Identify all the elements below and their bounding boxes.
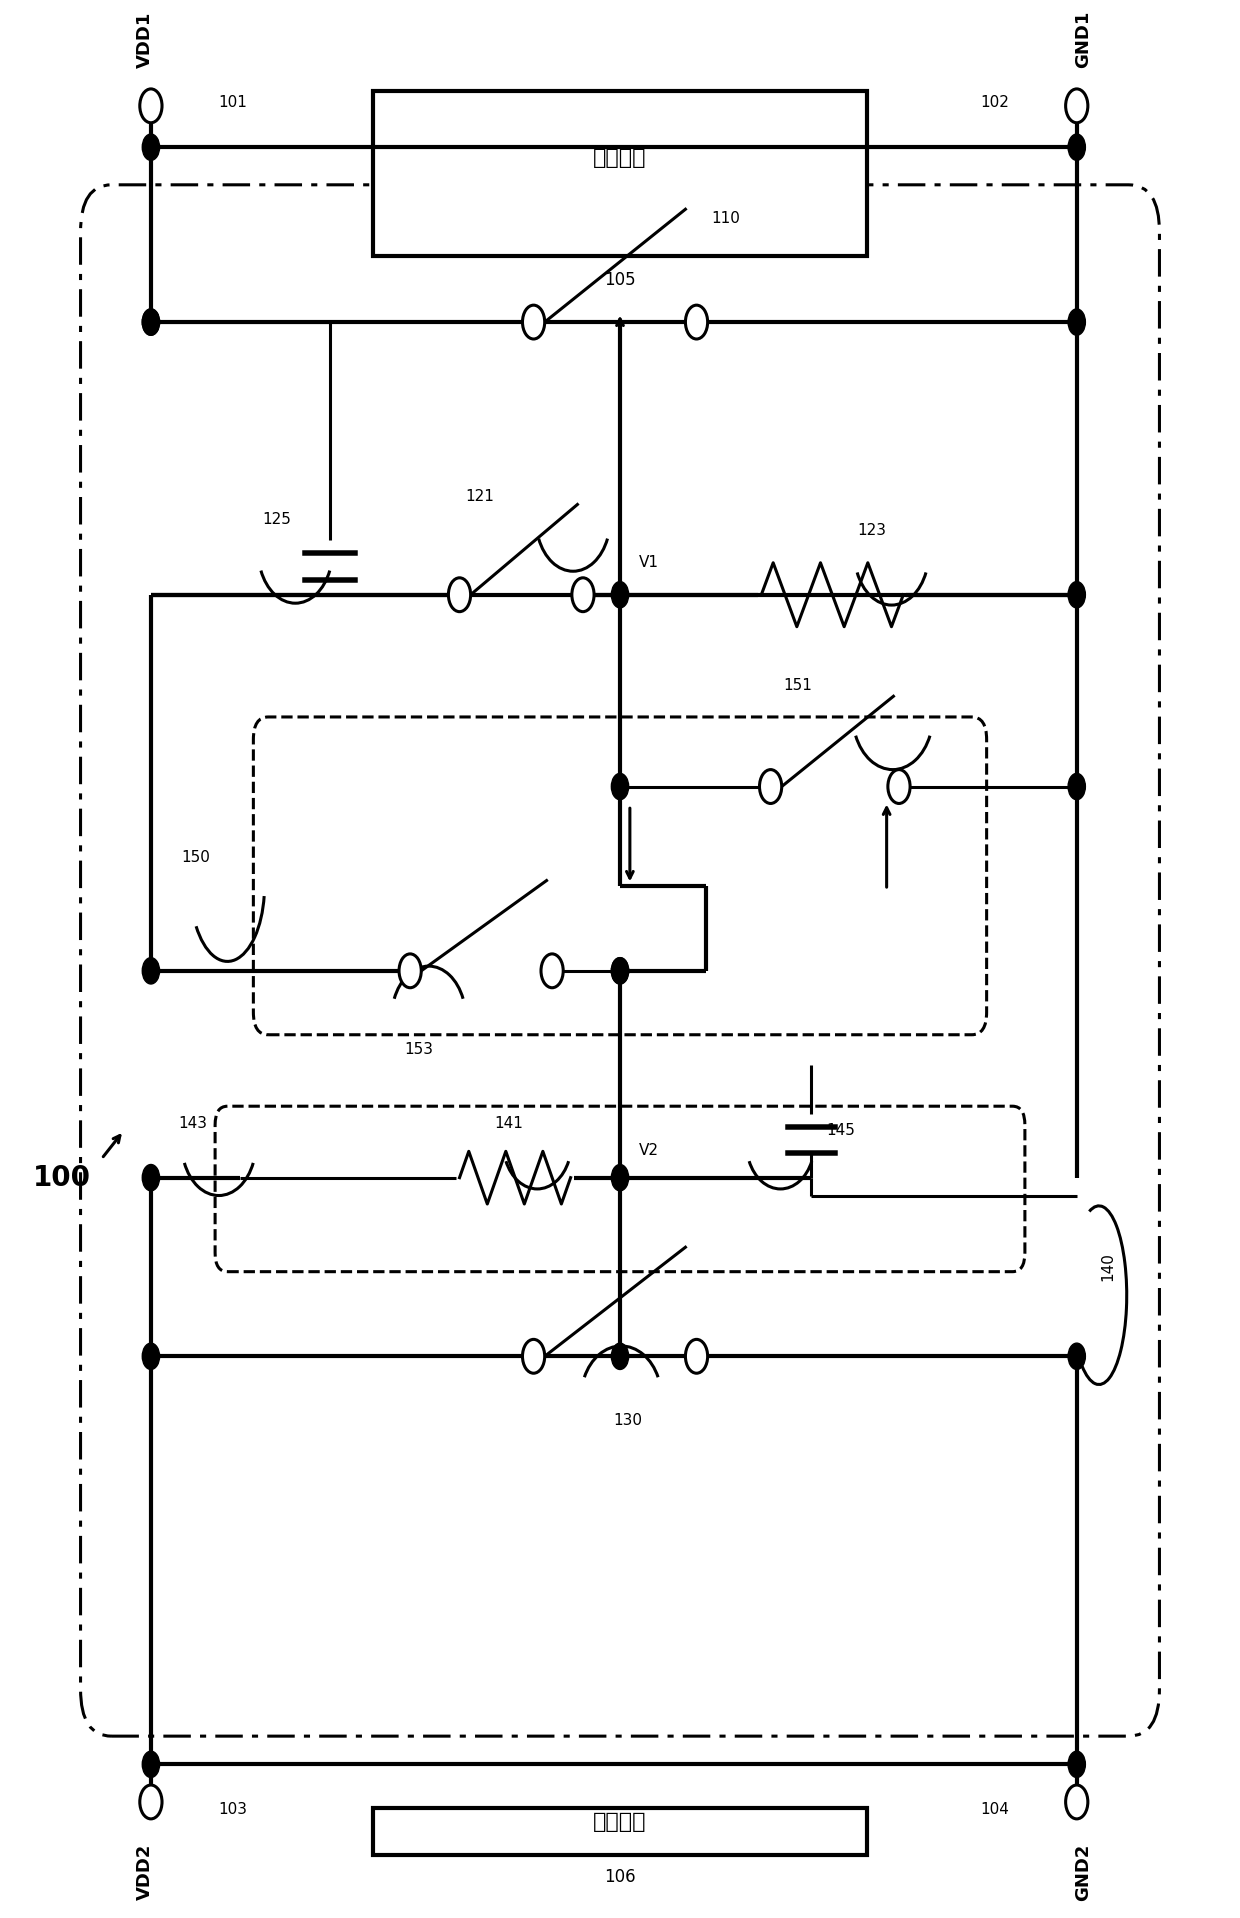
Circle shape xyxy=(1065,88,1087,123)
Circle shape xyxy=(541,953,563,988)
Circle shape xyxy=(1068,773,1085,800)
Circle shape xyxy=(888,769,910,804)
Circle shape xyxy=(1068,1343,1085,1369)
Text: 145: 145 xyxy=(826,1124,856,1137)
Text: VDD1: VDD1 xyxy=(135,12,154,69)
Text: 140: 140 xyxy=(1100,1252,1115,1281)
Circle shape xyxy=(143,957,160,984)
Text: 100: 100 xyxy=(33,1164,91,1191)
Text: 143: 143 xyxy=(179,1116,207,1130)
Text: 110: 110 xyxy=(712,211,740,226)
Circle shape xyxy=(1065,1786,1087,1818)
Circle shape xyxy=(611,1164,629,1191)
Circle shape xyxy=(522,305,544,339)
Circle shape xyxy=(449,577,471,612)
Circle shape xyxy=(1068,1751,1085,1778)
Text: 104: 104 xyxy=(980,1801,1009,1816)
Circle shape xyxy=(611,581,629,608)
Text: 第一电路: 第一电路 xyxy=(593,148,647,169)
Text: V2: V2 xyxy=(639,1143,658,1158)
Circle shape xyxy=(1068,134,1085,161)
Text: 101: 101 xyxy=(218,94,248,109)
Circle shape xyxy=(611,957,629,984)
Circle shape xyxy=(611,773,629,800)
FancyBboxPatch shape xyxy=(373,1807,867,1855)
Text: V1: V1 xyxy=(639,554,658,570)
Circle shape xyxy=(143,1343,160,1369)
Circle shape xyxy=(572,577,594,612)
Text: VDD2: VDD2 xyxy=(135,1843,154,1899)
Text: 105: 105 xyxy=(604,270,636,290)
Circle shape xyxy=(522,1339,544,1373)
Circle shape xyxy=(759,769,781,804)
Circle shape xyxy=(143,309,160,336)
Text: 141: 141 xyxy=(495,1116,523,1130)
Circle shape xyxy=(611,957,629,984)
Text: 130: 130 xyxy=(613,1414,642,1427)
Circle shape xyxy=(399,953,422,988)
Text: GND1: GND1 xyxy=(1074,12,1092,69)
Text: 151: 151 xyxy=(782,677,812,692)
Circle shape xyxy=(143,134,160,161)
Text: 102: 102 xyxy=(980,94,1009,109)
Circle shape xyxy=(143,309,160,336)
Text: 103: 103 xyxy=(218,1801,248,1816)
Circle shape xyxy=(1068,581,1085,608)
Text: 150: 150 xyxy=(181,850,210,865)
Text: 106: 106 xyxy=(604,1868,636,1885)
Text: 第二电路: 第二电路 xyxy=(593,1813,647,1832)
Text: 123: 123 xyxy=(857,522,887,537)
Circle shape xyxy=(143,1164,160,1191)
Text: 121: 121 xyxy=(466,489,495,504)
FancyBboxPatch shape xyxy=(373,90,867,257)
Circle shape xyxy=(140,1786,162,1818)
Circle shape xyxy=(1068,309,1085,336)
Circle shape xyxy=(686,1339,708,1373)
Circle shape xyxy=(686,305,708,339)
Text: 153: 153 xyxy=(404,1041,433,1057)
Text: GND2: GND2 xyxy=(1074,1843,1092,1901)
Circle shape xyxy=(140,88,162,123)
Circle shape xyxy=(611,1343,629,1369)
Text: 125: 125 xyxy=(262,512,291,527)
Circle shape xyxy=(143,1751,160,1778)
